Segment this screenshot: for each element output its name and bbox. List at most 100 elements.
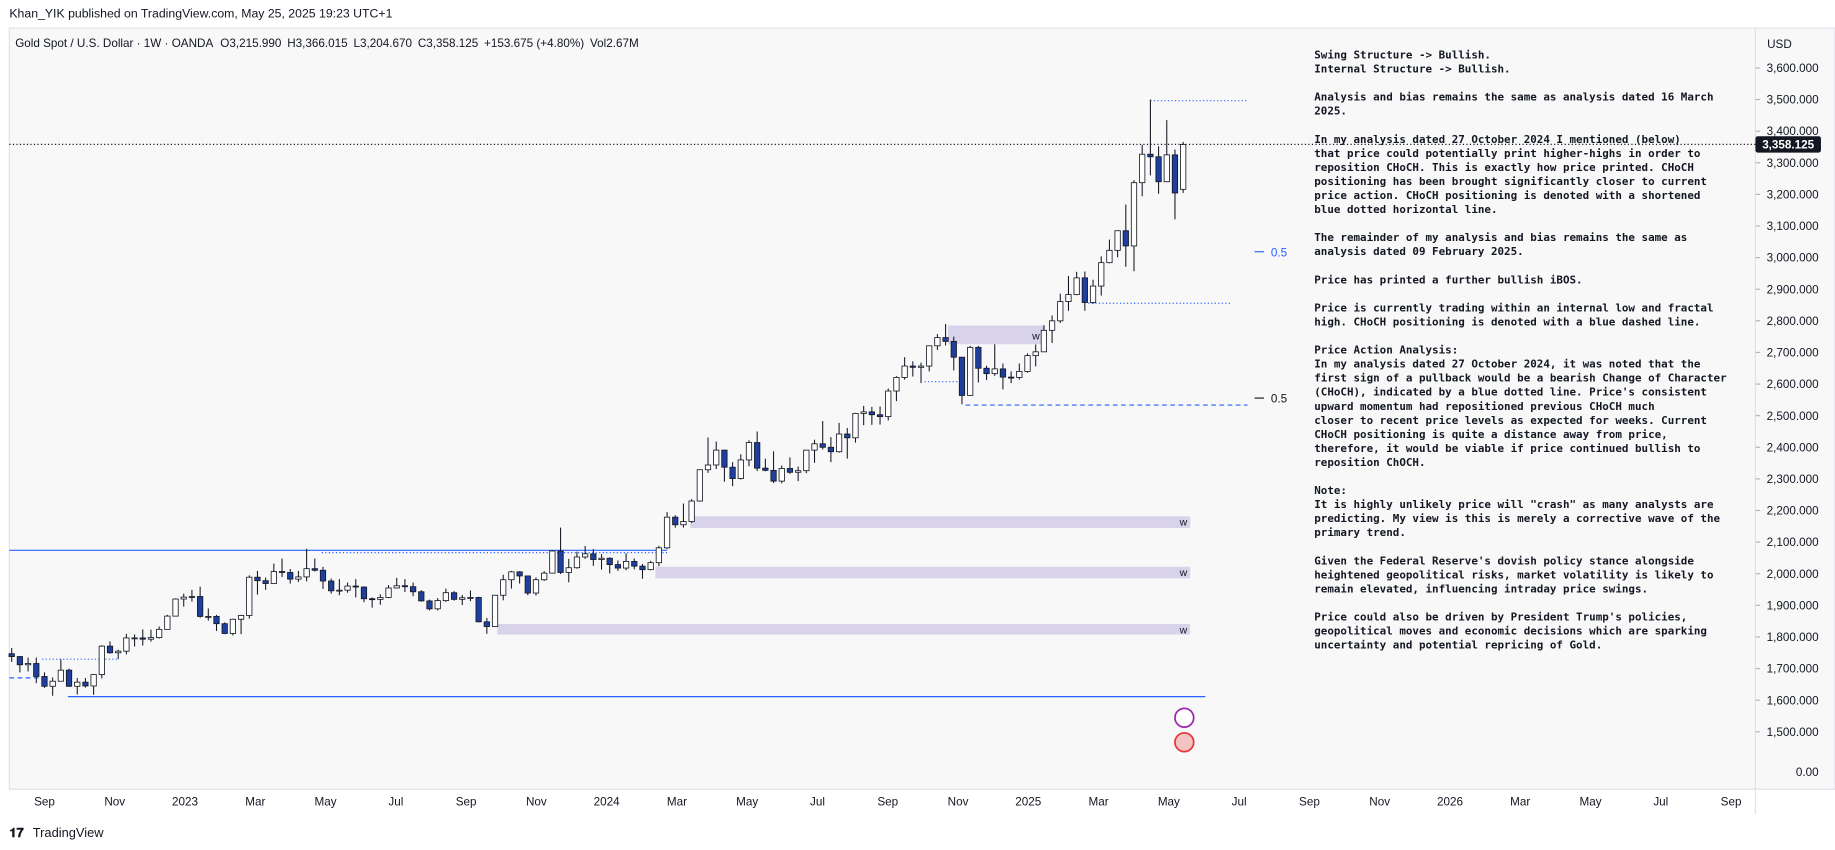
candle-body bbox=[393, 585, 400, 589]
symbol: Gold Spot / U.S. Dollar · 1W · OANDA bbox=[15, 37, 213, 50]
candle-body bbox=[278, 571, 286, 573]
candle-body bbox=[942, 337, 949, 342]
candle-body bbox=[418, 591, 425, 602]
candle-body bbox=[688, 500, 695, 522]
x-tick-label: Jul bbox=[810, 796, 825, 809]
y-tick-label: 2,800.000 bbox=[1767, 315, 1819, 328]
candle-body bbox=[82, 681, 89, 687]
candle-body bbox=[254, 576, 261, 582]
candle-body bbox=[1024, 355, 1031, 372]
candle-body bbox=[1057, 301, 1064, 322]
candle-body bbox=[598, 557, 605, 560]
candle-body bbox=[385, 587, 392, 598]
candle-body bbox=[344, 585, 351, 591]
y-tick-label: 3,400.000 bbox=[1767, 125, 1819, 138]
chart-pane bbox=[8, 27, 1835, 790]
candle-body bbox=[909, 365, 916, 368]
candle-body bbox=[770, 469, 777, 482]
ohlc-low: L3,204.670 bbox=[353, 37, 412, 50]
candle-body bbox=[1147, 153, 1154, 158]
candle-body bbox=[958, 356, 966, 396]
y-tick-label: 1,900.000 bbox=[1767, 599, 1819, 612]
y-tick-label: 1,800.000 bbox=[1767, 631, 1819, 644]
candle-body bbox=[483, 621, 490, 627]
candle-body bbox=[328, 580, 335, 592]
candle-body bbox=[1098, 262, 1105, 287]
y-tick-label: 3,600.000 bbox=[1767, 62, 1819, 75]
volume: Vol2.67M bbox=[590, 37, 639, 50]
event-icon[interactable] bbox=[1174, 732, 1195, 753]
candle-body bbox=[549, 550, 556, 574]
candle-body bbox=[1180, 143, 1187, 190]
candle-body bbox=[696, 469, 703, 502]
volume-axis-label: 0.00 bbox=[1796, 766, 1819, 779]
x-tick-label: Mar bbox=[1510, 796, 1530, 809]
candle-body bbox=[893, 377, 900, 392]
annotation-line: that price could potentially print highe… bbox=[1314, 147, 1701, 160]
y-tick-label: 2,600.000 bbox=[1767, 378, 1819, 391]
candle-body bbox=[442, 592, 449, 602]
last-price-label: 3,358.125 bbox=[1762, 138, 1814, 151]
candle-body bbox=[672, 516, 679, 526]
y-tick-label: 3,000.000 bbox=[1767, 252, 1819, 265]
candle-body bbox=[237, 615, 245, 620]
candle-body bbox=[680, 521, 687, 526]
candle-body bbox=[352, 585, 359, 588]
fib-label: 0.5 bbox=[1271, 393, 1288, 406]
candle-body bbox=[786, 468, 794, 473]
annotation-line: analysis dated 09 February 2025. bbox=[1314, 245, 1523, 258]
annotation-line: remain elevated, influencing intraday pr… bbox=[1314, 582, 1648, 595]
candle-body bbox=[319, 569, 327, 582]
candle-body bbox=[803, 449, 810, 472]
zone bbox=[947, 325, 1046, 345]
candle-body bbox=[795, 470, 802, 473]
x-tick-label: Sep bbox=[34, 796, 55, 809]
candle-body bbox=[721, 449, 728, 468]
x-tick-label: 2026 bbox=[1437, 796, 1463, 809]
annotation-line: uncertainty and potential repricing of G… bbox=[1314, 639, 1602, 652]
candle-body bbox=[115, 650, 122, 654]
candle-body bbox=[614, 564, 622, 569]
candle-body bbox=[745, 442, 753, 461]
candle-body bbox=[999, 368, 1007, 378]
candle-body bbox=[360, 586, 368, 600]
candle-body bbox=[778, 468, 785, 482]
annotation-line: It is highly unlikely price will "crash"… bbox=[1314, 498, 1714, 511]
candle-body bbox=[819, 443, 826, 448]
y-tick-label: 3,300.000 bbox=[1767, 157, 1819, 170]
event-icon[interactable] bbox=[1174, 707, 1195, 728]
x-tick-label: Jul bbox=[1653, 796, 1668, 809]
candle-body bbox=[631, 561, 638, 567]
x-tick-label: Nov bbox=[948, 796, 969, 809]
y-tick-label: 3,100.000 bbox=[1767, 220, 1819, 233]
annotation-line: therefore, it would be viable if price c… bbox=[1314, 442, 1701, 455]
currency-label: USD bbox=[1767, 38, 1792, 51]
annotation-line: The remainder of my analysis and bias re… bbox=[1314, 231, 1687, 244]
candle-body bbox=[582, 553, 589, 558]
zone-label: w bbox=[1179, 567, 1188, 579]
candle-body bbox=[131, 637, 138, 640]
candle-body bbox=[590, 553, 597, 560]
candle-body bbox=[1048, 320, 1056, 331]
candle-body bbox=[49, 680, 56, 687]
x-tick-label: Nov bbox=[104, 796, 125, 809]
candle-body bbox=[1016, 371, 1023, 378]
candle-body bbox=[967, 346, 974, 396]
zone-label: w bbox=[1179, 517, 1188, 529]
candle-body bbox=[336, 589, 343, 592]
candle-body bbox=[311, 568, 318, 571]
candle-body bbox=[24, 663, 32, 666]
drawings: w w w w 0.5 0.5 bbox=[9, 100, 1288, 753]
ohlc-high: H3,366.015 bbox=[287, 37, 348, 50]
x-tick-label: May bbox=[1158, 796, 1180, 809]
x-tick-label: 2023 bbox=[172, 796, 198, 809]
candle-body bbox=[844, 433, 851, 439]
y-tick-label: 1,600.000 bbox=[1767, 694, 1819, 707]
candle-body bbox=[1040, 329, 1047, 353]
candle-body bbox=[1106, 249, 1113, 264]
candle-body bbox=[377, 597, 384, 600]
annotation-line: heightened geopolitical risks, market vo… bbox=[1314, 568, 1714, 581]
x-tick-label: May bbox=[1579, 796, 1601, 809]
